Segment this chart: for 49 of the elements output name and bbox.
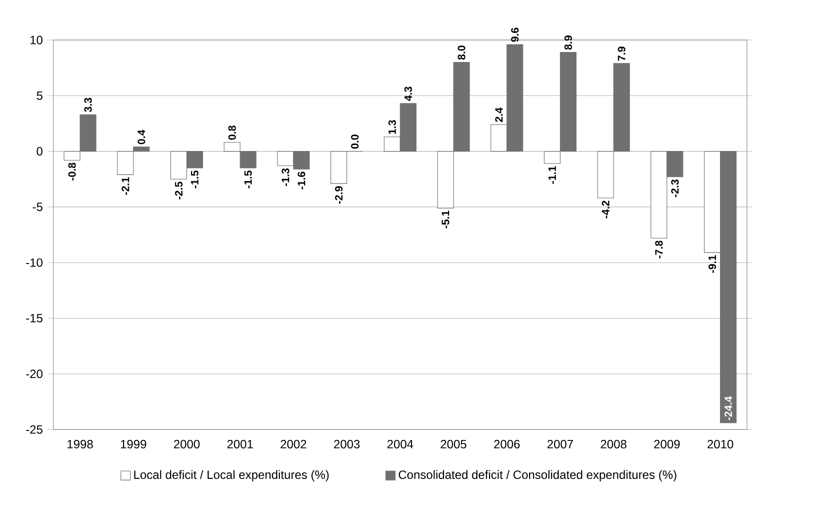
y-tick-label: -20 bbox=[26, 370, 42, 378]
data-label: 1.3 bbox=[388, 120, 396, 134]
x-tick-label: 2004 bbox=[387, 440, 414, 448]
data-label: 3.3 bbox=[84, 98, 92, 112]
data-label: -9.1 bbox=[708, 255, 716, 273]
y-tick-label: 10 bbox=[30, 36, 42, 44]
data-label: -1.1 bbox=[548, 166, 556, 184]
data-label: -7.8 bbox=[655, 240, 663, 258]
data-label: 9.6 bbox=[511, 28, 519, 42]
y-tick-label: 5 bbox=[36, 91, 42, 100]
data-label: 0.4 bbox=[138, 130, 146, 144]
data-label: -2.5 bbox=[174, 182, 183, 200]
data-label: 2.4 bbox=[495, 107, 503, 122]
y-tick-label: -25 bbox=[26, 425, 42, 434]
data-label: 0.0 bbox=[351, 134, 359, 149]
x-tick-label: 2010 bbox=[708, 440, 734, 448]
y-tick-label: 0 bbox=[36, 146, 42, 156]
y-tick-label: -15 bbox=[26, 314, 42, 322]
x-tick-label: 2001 bbox=[227, 440, 253, 448]
data-label: -5.1 bbox=[442, 210, 450, 228]
data-label: -4.2 bbox=[602, 200, 610, 218]
data-label: -1.3 bbox=[282, 168, 290, 186]
data-label: 4.3 bbox=[404, 86, 412, 101]
data-label: -1.6 bbox=[298, 172, 306, 190]
y-tick-label: -5 bbox=[32, 202, 42, 212]
x-tick-label: 2002 bbox=[280, 440, 306, 448]
x-tick-label: 2005 bbox=[440, 440, 466, 448]
data-label: 8.9 bbox=[564, 35, 572, 50]
data-label: 7.9 bbox=[618, 46, 626, 61]
data-label: 8.0 bbox=[458, 46, 466, 60]
x-tick-label: 2006 bbox=[494, 440, 520, 448]
legend-label: Consolidated deficit / Consolidated expenditures (%) bbox=[398, 470, 676, 482]
x-tick-label: 1999 bbox=[120, 440, 146, 448]
legend-label: Local deficit / Local expenditures (%) bbox=[134, 470, 329, 482]
data-label: 0.8 bbox=[228, 126, 236, 140]
data-label: -2.1 bbox=[122, 177, 130, 195]
data-label: -1.5 bbox=[191, 170, 198, 188]
y-tick-label: -10 bbox=[26, 258, 42, 267]
x-tick-label: 2008 bbox=[600, 440, 626, 448]
x-tick-label: 2000 bbox=[174, 440, 200, 448]
data-label: -24.4 bbox=[724, 396, 732, 420]
x-tick-label: 2003 bbox=[334, 440, 360, 448]
x-tick-label: 1998 bbox=[68, 440, 93, 448]
data-label: -2.9 bbox=[335, 186, 343, 204]
data-label: -2.3 bbox=[671, 179, 679, 198]
x-tick-label: 2007 bbox=[547, 440, 573, 448]
x-tick-label: 2009 bbox=[654, 440, 680, 448]
data-label: -1.5 bbox=[244, 170, 252, 188]
data-label: -0.8 bbox=[68, 162, 76, 180]
